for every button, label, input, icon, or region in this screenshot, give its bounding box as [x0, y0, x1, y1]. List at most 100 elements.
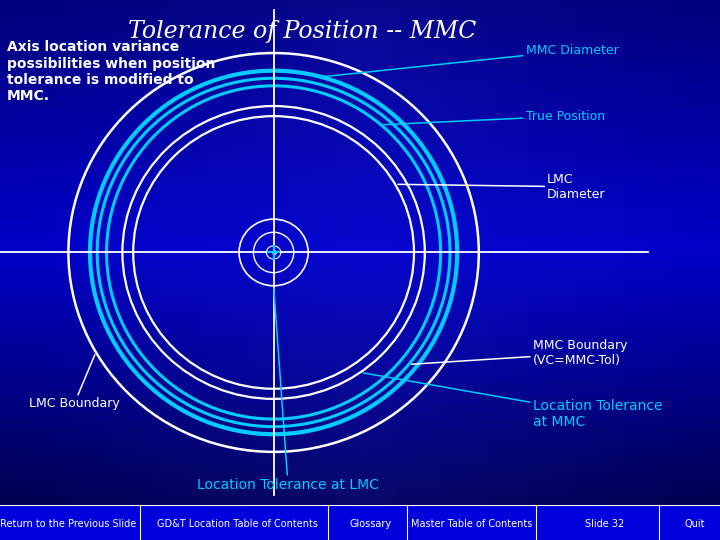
Bar [0, 446, 720, 455]
Bar [468, 0, 480, 505]
Bar [120, 0, 132, 505]
Bar [456, 0, 468, 505]
Text: Tolerance of Position -- MMC: Tolerance of Position -- MMC [128, 20, 477, 43]
Bar [372, 0, 384, 505]
Bar [0, 370, 720, 379]
Bar [0, 413, 720, 421]
Text: LMC Boundary: LMC Boundary [29, 355, 120, 410]
Bar [324, 0, 336, 505]
Bar [0, 354, 720, 362]
Bar [504, 0, 516, 505]
Text: MMC Diameter: MMC Diameter [324, 44, 618, 77]
Bar [708, 0, 720, 505]
Text: Slide 32: Slide 32 [585, 519, 624, 529]
Bar [0, 9, 720, 17]
Bar [636, 0, 648, 505]
Bar [0, 437, 720, 446]
Bar [0, 362, 720, 370]
Bar [0, 294, 720, 303]
Text: MMC Boundary
(VC=MMC-Tol): MMC Boundary (VC=MMC-Tol) [412, 340, 627, 367]
Bar [0, 0, 12, 505]
Bar [36, 0, 48, 505]
Bar [0, 219, 720, 227]
Bar [0, 76, 720, 84]
Bar [0, 303, 720, 312]
Bar [660, 0, 672, 505]
Text: GD&T Location Table of Contents: GD&T Location Table of Contents [157, 519, 318, 529]
Bar [0, 379, 720, 387]
Text: Glossary: Glossary [350, 519, 392, 529]
Bar [312, 0, 324, 505]
Bar [0, 110, 720, 118]
Bar [588, 0, 600, 505]
Bar [0, 336, 720, 345]
Bar [420, 0, 432, 505]
Bar [0, 126, 720, 134]
Bar [192, 0, 204, 505]
Bar [480, 0, 492, 505]
Bar [336, 0, 348, 505]
Bar [0, 345, 720, 354]
Bar [0, 59, 720, 68]
Text: Axis location variance
possibilities when position
tolerance is modified to
MMC.: Axis location variance possibilities whe… [7, 40, 215, 103]
Bar [0, 320, 720, 328]
Bar [0, 33, 720, 42]
Bar [84, 0, 96, 505]
Bar [0, 261, 720, 269]
Bar [0, 84, 720, 92]
Bar [684, 0, 696, 505]
Bar [0, 101, 720, 110]
Bar [564, 0, 576, 505]
Bar [204, 0, 216, 505]
Bar [552, 0, 564, 505]
Bar [0, 118, 720, 126]
Bar [0, 278, 720, 286]
Text: Master Table of Contents: Master Table of Contents [411, 519, 532, 529]
Bar [384, 0, 396, 505]
Bar [144, 0, 156, 505]
Bar [0, 421, 720, 429]
Bar [0, 404, 720, 413]
Bar [0, 286, 720, 294]
Bar [696, 0, 708, 505]
Bar [0, 455, 720, 463]
Bar [0, 42, 720, 51]
Bar [0, 0, 720, 9]
Bar [0, 480, 720, 488]
Bar [0, 25, 720, 33]
Bar [240, 0, 252, 505]
Bar [300, 0, 312, 505]
Bar [48, 0, 60, 505]
Bar [0, 92, 720, 101]
Text: True Position: True Position [384, 110, 605, 125]
Bar [252, 0, 264, 505]
Bar [612, 0, 624, 505]
Bar [348, 0, 360, 505]
Bar [60, 0, 72, 505]
Text: Location Tolerance at LMC: Location Tolerance at LMC [197, 288, 379, 492]
Bar [12, 0, 24, 505]
Bar [0, 202, 720, 211]
Bar [264, 0, 276, 505]
Bar [180, 0, 192, 505]
Bar [132, 0, 144, 505]
Bar [0, 312, 720, 320]
Bar [624, 0, 636, 505]
Bar [672, 0, 684, 505]
Bar [0, 160, 720, 168]
Bar [0, 328, 720, 336]
Bar [0, 17, 720, 25]
Bar [0, 244, 720, 252]
Bar [0, 211, 720, 219]
Bar [24, 0, 36, 505]
Bar [168, 0, 180, 505]
Bar [72, 0, 84, 505]
Bar [540, 0, 552, 505]
Bar [0, 429, 720, 437]
Bar [0, 134, 720, 143]
Bar [0, 227, 720, 235]
Bar [0, 193, 720, 202]
Bar [0, 463, 720, 471]
Bar [0, 488, 720, 496]
Bar [528, 0, 540, 505]
